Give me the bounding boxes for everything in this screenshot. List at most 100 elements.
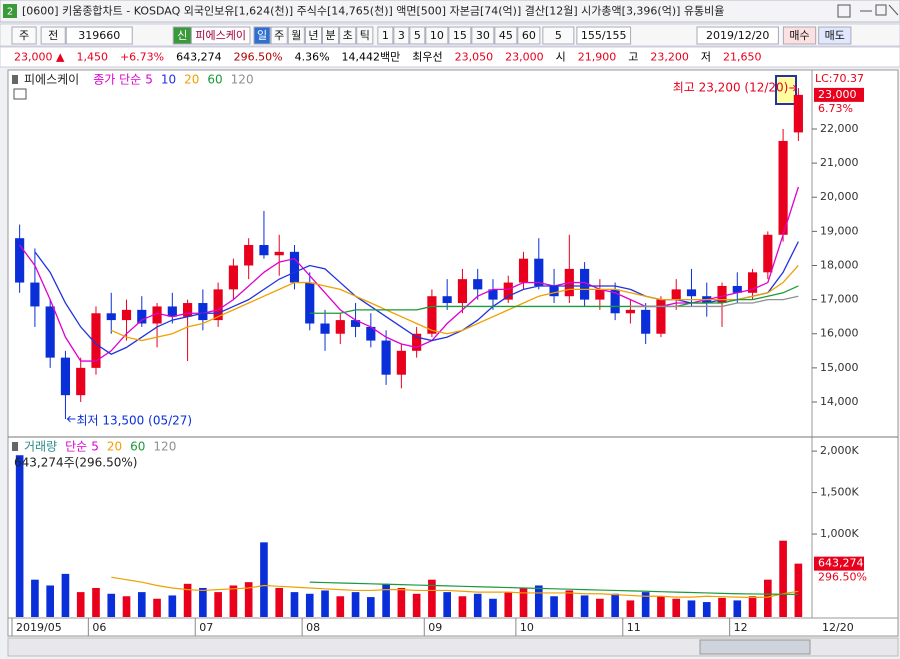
legend-entry: 120: [231, 73, 254, 87]
toolbar-button[interactable]: [40, 26, 66, 45]
volume-bar: [351, 592, 360, 617]
window-buttons[interactable]: [837, 4, 899, 18]
volume-ratio-label: 296.50%: [818, 571, 867, 584]
info-item: 4.36%: [295, 51, 330, 64]
toolbar-item[interactable]: 매수: [789, 29, 809, 42]
lc-label: LC:70.37: [815, 72, 864, 85]
y-tick-label: 18,000: [820, 258, 859, 271]
volume-bar: [367, 597, 375, 617]
toolbar-item[interactable]: 피에스케이: [195, 29, 246, 42]
y-tick-label: 1,500K: [820, 486, 859, 499]
candle-body: [747, 272, 758, 293]
volume-bar: [229, 585, 238, 617]
volume-bar: [92, 587, 100, 617]
volume-bar: [122, 596, 131, 617]
toolbar-button[interactable]: [190, 26, 251, 45]
toolbar-button[interactable]: [494, 26, 518, 45]
volume-bar: [458, 596, 467, 617]
toolbar-button[interactable]: [393, 26, 410, 45]
volume-bar: [412, 593, 421, 617]
candle-body: [503, 282, 513, 300]
x-tick-label: 07: [199, 621, 213, 634]
volume-bar: [580, 595, 589, 617]
info-row: [0, 46, 900, 68]
volume-bar: [473, 593, 482, 617]
volume-bar: [397, 587, 406, 617]
toolbar-button[interactable]: [377, 26, 394, 45]
toolbar-button[interactable]: [11, 26, 37, 45]
info-item: 시: [556, 51, 566, 64]
toolbar-item[interactable]: 45: [499, 29, 513, 42]
toolbar-button[interactable]: [471, 26, 495, 45]
candle-body: [396, 350, 406, 375]
toolbar-button[interactable]: [818, 26, 852, 45]
legend-entry: 20: [184, 73, 199, 87]
toolbar-item[interactable]: 년: [308, 29, 318, 42]
volume-bar: [779, 540, 787, 617]
toolbar-item[interactable]: 전: [48, 29, 58, 42]
toolbar-button[interactable]: [304, 26, 322, 45]
toolbar-button[interactable]: [270, 26, 288, 45]
toolbar-button[interactable]: [425, 26, 449, 45]
candle-body: [152, 306, 162, 324]
scrollbar[interactable]: [7, 637, 899, 657]
toolbar-item[interactable]: 일: [257, 28, 267, 42]
toolbar-button[interactable]: [542, 26, 575, 45]
volume-bar: [107, 593, 116, 617]
window-badge: [3, 4, 17, 18]
toolbar-item[interactable]: 3: [398, 29, 405, 42]
volume-bar: [626, 600, 635, 617]
toolbar-item[interactable]: 319660: [78, 29, 120, 42]
toolbar-button[interactable]: [696, 26, 779, 45]
toolbar-item[interactable]: 155/155: [581, 29, 627, 42]
toolbar-item[interactable]: 60: [522, 29, 536, 42]
toolbar-item[interactable]: 15: [453, 29, 467, 42]
toolbar-button[interactable]: [339, 26, 357, 45]
toolbar-item[interactable]: 5: [414, 29, 421, 42]
toolbar-item[interactable]: 신: [177, 29, 187, 42]
toolbar-item[interactable]: 초: [343, 29, 353, 42]
toolbar-item[interactable]: 10: [430, 29, 444, 42]
toolbar-item[interactable]: 분: [325, 29, 335, 42]
plot-area: [7, 69, 813, 619]
toolbar-button[interactable]: [576, 26, 632, 45]
toolbar-button[interactable]: [448, 26, 472, 45]
toolbar-button[interactable]: [287, 26, 305, 45]
legend-entry: 20: [107, 440, 122, 454]
x-tick-label: 06: [92, 621, 106, 634]
toolbar-button[interactable]: [517, 26, 541, 45]
right-axis: [811, 69, 899, 619]
scroll-thumb[interactable]: [699, 639, 811, 655]
toolbar-item[interactable]: 2019/12/20: [706, 29, 769, 42]
legend-label: 종가 단순: [93, 73, 141, 87]
toolbar-item[interactable]: 주: [19, 29, 29, 42]
volume-bar: [641, 592, 650, 617]
toolbar-button[interactable]: [321, 26, 340, 45]
legend-entry: 10: [161, 73, 176, 87]
volume-bar: [321, 590, 329, 617]
toolbar-item[interactable]: 매도: [825, 29, 845, 42]
x-tick-label: 08: [306, 621, 320, 634]
candle-body: [259, 245, 269, 256]
ma-line: [309, 285, 799, 314]
volume-current-label: 643,274: [818, 557, 864, 570]
candle-body: [350, 320, 361, 327]
toolbar-button[interactable]: [409, 26, 426, 45]
toolbar-item[interactable]: 1: [382, 29, 389, 42]
toolbar-button[interactable]: [65, 26, 133, 45]
toolbar-button[interactable]: [782, 26, 817, 45]
toolbar-item[interactable]: 틱: [360, 29, 370, 42]
candle-body: [534, 258, 544, 286]
toolbar-item[interactable]: 5: [555, 29, 562, 42]
volume-bar: [596, 598, 604, 617]
toolbar-item[interactable]: 월: [291, 29, 301, 42]
info-item: 최우선: [412, 51, 442, 64]
toolbar-item[interactable]: 주: [274, 29, 284, 42]
toolbar-button[interactable]: [253, 26, 271, 45]
volume-summary: 643,274주(296.50%): [14, 456, 137, 470]
current-price-box: [814, 87, 864, 102]
volume-bar: [718, 597, 726, 617]
x-tick-label: 12: [734, 621, 748, 634]
toolbar-item[interactable]: 30: [476, 29, 490, 42]
toolbar-button[interactable]: [356, 26, 374, 45]
